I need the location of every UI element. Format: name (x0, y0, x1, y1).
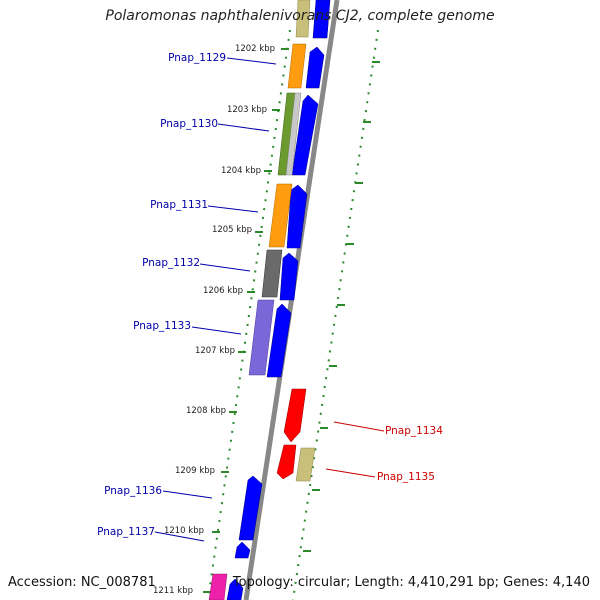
gene-arrow (286, 184, 308, 249)
gene-block-silver (285, 92, 302, 176)
tick-label: 1207 kbp (195, 346, 235, 356)
tick-label: 1202 kbp (235, 44, 275, 54)
gene-label-pnap-1133: Pnap_1133 (133, 320, 191, 332)
gene-arrow (305, 46, 325, 89)
gene-arrow (226, 578, 244, 600)
gene-label-pnap-1130: Pnap_1130 (160, 118, 218, 130)
gene-arrow-red (283, 388, 307, 443)
gene-block-gray (261, 249, 283, 298)
tick-label: 1205 kbp (212, 225, 252, 235)
major-ticks (203, 48, 289, 593)
gene-label-pnap-1131: Pnap_1131 (150, 199, 208, 211)
gene-label-pnap-1134: Pnap_1134 (385, 425, 443, 437)
gene-label-pnap-1135: Pnap_1135 (377, 471, 435, 483)
leader-lines-right (325, 421, 385, 478)
gene-label-pnap-1137: Pnap_1137 (97, 526, 155, 538)
tick-label: 1204 kbp (221, 166, 261, 176)
gene-arrow (266, 303, 292, 378)
gene-arrow (234, 541, 251, 559)
colored-genes (208, 0, 311, 600)
leader-lines-left (154, 57, 277, 542)
outer-ticks (303, 61, 380, 552)
gene-label-pnap-1136: Pnap_1136 (104, 485, 162, 497)
gene-arrow-red (276, 444, 297, 480)
gene-arrow (312, 0, 331, 39)
tick-label: 1203 kbp (227, 105, 267, 115)
tick-label: 1208 kbp (186, 406, 226, 416)
gene-arrow (238, 475, 263, 541)
reverse-genes (276, 388, 316, 482)
scale-labels: 1202 kbp 1203 kbp 1204 kbp 1205 kbp 1206… (153, 44, 275, 596)
gene-block-orange (287, 43, 307, 89)
gene-arrow (279, 252, 299, 301)
gene-label-pnap-1132: Pnap_1132 (142, 257, 200, 269)
gene-block-khaki (295, 447, 316, 482)
gene-block-lavender (248, 299, 275, 376)
gene-label-pnap-1129: Pnap_1129 (168, 52, 226, 64)
topology-label: Topology: circular; Length: 4,410,291 bp… (232, 575, 590, 590)
gene-labels: Pnap_1129 Pnap_1130 Pnap_1131 Pnap_1132 … (97, 52, 443, 538)
tick-label: 1211 kbp (153, 586, 193, 596)
tick-label: 1210 kbp (164, 526, 204, 536)
gene-arrow (291, 94, 319, 176)
tick-label: 1209 kbp (175, 466, 215, 476)
map-title: Polaromonas naphthalenivorans CJ2, compl… (105, 8, 495, 24)
accession-label: Accession: NC_008781 (8, 575, 156, 590)
gene-block-orange (268, 183, 293, 248)
forward-genes (226, 0, 331, 600)
gene-block-pink (208, 573, 228, 600)
tick-label: 1206 kbp (203, 286, 243, 296)
outer-dotted-track (292, 29, 379, 600)
gene-block-khaki (295, 0, 311, 38)
